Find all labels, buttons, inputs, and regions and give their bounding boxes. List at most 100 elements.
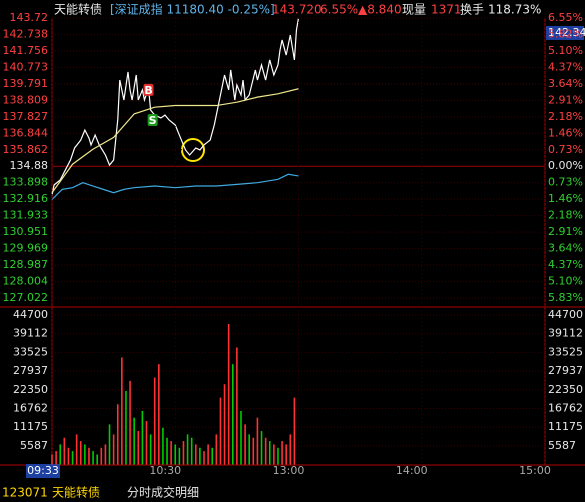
price-line <box>51 173 299 200</box>
volume-bar <box>96 454 98 465</box>
volume-bar <box>260 431 263 465</box>
volume-bar <box>51 454 53 465</box>
x-tick-label: 13:00 <box>273 464 305 477</box>
y-tick-label: 139.791 <box>3 77 49 90</box>
y-tick-label: 33525 <box>13 345 48 358</box>
volume-bar <box>92 451 94 465</box>
y-tick-label: 130.951 <box>3 225 49 238</box>
x-tick-label: 15:00 <box>519 464 551 477</box>
volume-bar <box>174 444 177 465</box>
volume-bar <box>244 424 246 465</box>
y-tick-label: 131.933 <box>3 209 49 222</box>
volume-bar <box>219 397 222 465</box>
price-line <box>51 88 299 194</box>
y-tick-label: 141.756 <box>3 44 49 57</box>
y2-tick-label: 44700 <box>548 308 583 321</box>
volume-bar <box>116 404 119 465</box>
y2-tick-label: 11175 <box>548 420 583 433</box>
volume-bar <box>149 434 152 465</box>
volume-bar <box>59 444 62 465</box>
stock-name: 天能转债 <box>54 2 102 17</box>
volume-bar <box>145 421 148 465</box>
y2-tick-label: 27937 <box>548 364 583 377</box>
y-tick-label: 136.844 <box>3 126 49 139</box>
y2-tick-label: 3.64% <box>548 77 583 90</box>
volume-bar <box>248 434 250 465</box>
y2-tick-label: 5.10% <box>548 275 583 288</box>
y-tick-label: 44700 <box>13 308 48 321</box>
volume-bar <box>153 377 156 465</box>
y2-tick-label: 5.82% <box>548 27 583 40</box>
volume-bar <box>223 384 226 465</box>
y2-tick-label: 0.00% <box>548 159 583 172</box>
y2-tick-label: 2.91% <box>548 225 583 238</box>
code: 123071 <box>2 486 48 500</box>
y2-tick-label: 16762 <box>548 401 583 414</box>
volume-bar <box>227 324 230 465</box>
volume-bar <box>194 444 197 465</box>
y2-tick-label: 0.73% <box>548 176 583 189</box>
volume-bar <box>277 447 279 465</box>
volume-bar <box>158 364 160 465</box>
y-tick-label: 143.72 <box>10 11 49 24</box>
volume-bar <box>231 364 234 465</box>
y-tick-label: 11175 <box>13 420 48 433</box>
volume-bar <box>141 410 144 465</box>
y-tick-label: 129.969 <box>3 242 49 255</box>
volume-bar <box>207 444 209 465</box>
price: 143.720 <box>272 3 322 17</box>
volume-bar <box>162 427 164 465</box>
price-tag: 142.34 <box>548 26 585 39</box>
volume-bar <box>190 437 193 465</box>
y-tick-label: 138.809 <box>3 93 49 106</box>
change: ▲8.840 <box>358 3 402 17</box>
y-tick-label: 133.898 <box>3 176 49 189</box>
y2-tick-label: 5587 <box>548 439 576 452</box>
y2-tick-label: 0.73% <box>548 143 583 156</box>
y-tick-label: 135.862 <box>3 143 49 156</box>
volume-bar <box>100 447 103 465</box>
y-tick-label: 132.916 <box>3 192 49 205</box>
y2-tick-label: 33525 <box>548 345 583 358</box>
index-info: [深证成指 11180.40 -0.25%] <box>110 2 275 17</box>
vol: 1371 <box>431 3 462 17</box>
y2-tick-label: 39112 <box>548 327 583 340</box>
volume-bar <box>293 397 296 465</box>
volume-bar <box>71 451 74 465</box>
volume-bar <box>88 447 90 465</box>
volume-bar <box>133 417 135 465</box>
volume-bar <box>166 437 168 465</box>
volume-bar <box>199 447 201 465</box>
y-tick-label: 128.004 <box>3 275 49 288</box>
cursor-time-box <box>26 464 60 478</box>
volume-bar <box>125 390 127 465</box>
trade-marker <box>143 83 154 96</box>
trade-marker-label: S <box>149 114 157 127</box>
volume-bar <box>264 437 267 465</box>
y-tick-label: 142.738 <box>3 27 49 40</box>
volume-bar <box>285 444 287 465</box>
y-tick-label: 127.022 <box>3 291 49 304</box>
y-tick-label: 128.987 <box>3 258 49 271</box>
y2-tick-label: 6.55% <box>548 11 583 24</box>
y-tick-label: 137.827 <box>3 110 49 123</box>
x-tick-label: 10:30 <box>149 464 181 477</box>
y-tick-label: 5587 <box>20 439 48 452</box>
volume-bar <box>79 441 82 465</box>
y2-tick-label: 5.83% <box>548 291 583 304</box>
trade-marker-label: B <box>144 84 152 97</box>
volume-bar <box>252 437 255 465</box>
volume-bar <box>170 441 172 465</box>
volume-bar <box>289 434 292 465</box>
y-tick-label: 27937 <box>13 364 48 377</box>
vol-label: 现量 <box>402 3 426 17</box>
y2-tick-label: 2.18% <box>548 110 583 123</box>
y2-tick-label: 22350 <box>548 383 583 396</box>
volume-bar <box>129 380 131 465</box>
y2-tick-label: 4.37% <box>548 258 583 271</box>
footer-name: 天能转债 <box>52 485 100 500</box>
volume-bar <box>240 410 242 465</box>
volume-bar <box>108 424 111 465</box>
x-tick-label: 09:33 <box>27 464 59 477</box>
